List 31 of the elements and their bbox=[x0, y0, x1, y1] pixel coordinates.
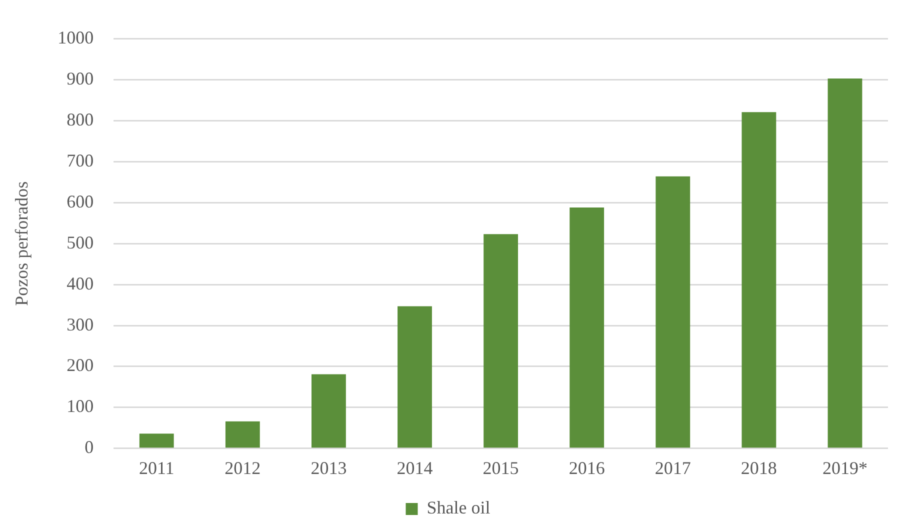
bar bbox=[570, 208, 604, 448]
bar bbox=[139, 434, 174, 448]
y-tick-label: 0 bbox=[84, 437, 94, 458]
y-tick-label: 200 bbox=[66, 355, 94, 376]
y-tick-label: 900 bbox=[66, 68, 94, 88]
x-tick-label: 2011 bbox=[138, 458, 174, 478]
bar bbox=[484, 234, 518, 448]
y-tick-label: 800 bbox=[66, 109, 94, 130]
x-tick-label: 2015 bbox=[482, 458, 519, 478]
x-tick-label: 2018 bbox=[740, 458, 777, 478]
legend-label: Shale oil bbox=[426, 498, 490, 518]
x-tick-label: 2014 bbox=[396, 458, 433, 478]
x-tick-label: 2019* bbox=[822, 458, 868, 478]
x-tick-label: 2012 bbox=[224, 458, 261, 478]
y-tick-label: 700 bbox=[66, 150, 94, 170]
y-tick-label: 100 bbox=[66, 396, 94, 416]
y-axis-title: Pozos perforados bbox=[12, 181, 32, 306]
bar bbox=[742, 112, 776, 448]
bar bbox=[828, 78, 862, 448]
y-tick-label: 400 bbox=[66, 273, 94, 294]
x-tick-label: 2013 bbox=[310, 458, 347, 478]
bar bbox=[398, 306, 432, 448]
bar bbox=[312, 374, 346, 448]
y-tick-label: 600 bbox=[66, 191, 94, 212]
x-tick-label: 2017 bbox=[654, 458, 691, 478]
bar bbox=[656, 176, 690, 448]
y-tick-label: 1000 bbox=[58, 28, 94, 48]
bar bbox=[225, 421, 260, 448]
y-tick-label: 300 bbox=[66, 314, 94, 334]
x-tick-label: 2016 bbox=[568, 458, 605, 478]
y-tick-label: 500 bbox=[66, 232, 94, 252]
